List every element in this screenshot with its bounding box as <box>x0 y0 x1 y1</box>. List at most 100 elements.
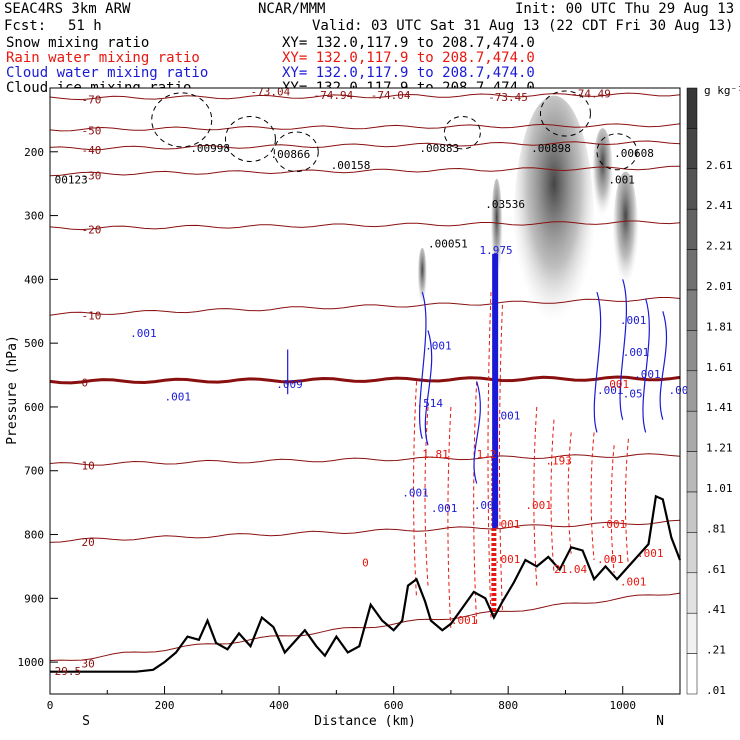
cloud-water-core <box>492 253 499 529</box>
cloud-ice-contour <box>273 131 319 173</box>
isotherm-label: -30 <box>82 169 102 182</box>
cloud-ice-contour <box>539 90 591 137</box>
cloud-water-contours <box>287 253 667 529</box>
legend-entry-name: Cloud water mixing ratio <box>6 65 208 81</box>
legend-entry-xy: XY= 132.0,117.9 to 208.7,474.0 <box>282 50 535 66</box>
cloud-water-contour <box>659 311 667 420</box>
cloud-ice-contour <box>224 116 276 163</box>
x-tick-label: 400 <box>269 699 289 712</box>
isotherm-label: -10 <box>82 310 102 323</box>
x-axis: 0 200 400 600 800 1000 <box>47 686 636 712</box>
cloud-ice-contour <box>596 133 638 171</box>
contour-value-label: 1.975 <box>480 244 513 257</box>
contour-value-label: .00608 <box>614 147 654 160</box>
contour-value-label: .001 <box>431 502 458 515</box>
rain-contour <box>413 381 418 599</box>
contour-value-label: .001 <box>165 391 192 404</box>
colorbar-segment <box>686 128 698 170</box>
contour-value-label: .001 <box>600 518 627 531</box>
contour-value-label: .001 <box>451 614 478 627</box>
contour-labels: -73.04 -74.94 -74.04 -73.45 -74.49 .00998 .008… <box>55 86 689 678</box>
fcst-label: Fcst: <box>4 18 46 34</box>
north-label: N <box>656 714 664 729</box>
y-tick-label: 900 <box>24 592 44 605</box>
colorbar-label: 1.21 <box>706 442 733 455</box>
y-tick-label: 300 <box>24 210 44 223</box>
colorbar-segment <box>686 532 698 574</box>
contour-value-label: .00051 <box>428 237 468 250</box>
cloud-ice-contours <box>151 90 638 173</box>
cloud-water-contour <box>593 291 602 433</box>
contour-value-label: -74.04 <box>371 89 411 102</box>
colorbar-label: .01 <box>706 684 726 697</box>
colorbar-segment <box>686 410 698 452</box>
x-tick-label: 800 <box>498 699 518 712</box>
y-tick-label: 500 <box>24 337 44 350</box>
contour-value-label: .193 <box>545 454 572 467</box>
contour-value-label: .00998 <box>190 142 230 155</box>
contour-value-label: .001 <box>494 518 521 531</box>
colorbar-segment <box>686 87 698 129</box>
rain-contour <box>498 304 503 612</box>
x-axis-title: Distance (km) <box>314 714 416 729</box>
contour-value-label: .001 <box>597 384 624 397</box>
legend-entry-xy: XY= 132.0,117.9 to 208.7,474.0 <box>282 65 535 81</box>
fcst-value: 51 h <box>68 18 102 34</box>
colorbar: 2.61 2.41 2.21 2.01 1.81 1.61 1.41 1.21 1.01 .81.… <box>686 84 740 697</box>
contour-value-label: .514 <box>417 397 444 410</box>
cloud-water-contour <box>419 291 427 440</box>
colorbar-unit: g kg⁻¹ <box>704 84 740 97</box>
colorbar-segment <box>686 370 698 412</box>
contour-value-label: 1.81 <box>422 448 449 461</box>
legend-entry-name: Snow mixing ratio <box>6 35 149 51</box>
model-title: SEAC4RS 3km ARW <box>4 1 131 17</box>
contour-value-label: .00898 <box>531 142 571 155</box>
colorbar-segment <box>686 612 698 654</box>
south-label: S <box>82 714 90 729</box>
rain-contour <box>590 432 595 561</box>
isotherm-label: -50 <box>82 125 102 138</box>
rain-contour <box>487 292 492 618</box>
contour-value-label: .001 <box>620 314 647 327</box>
contour-value-label: .001 <box>494 410 521 423</box>
y-axis-title: Pressure (hPa) <box>5 335 20 445</box>
colorbar-segment <box>686 249 698 291</box>
rain-contour <box>447 406 452 631</box>
contour-value-label: .001 <box>620 576 647 589</box>
isotherm-line <box>49 123 681 132</box>
colorbar-label: 1.41 <box>706 401 733 414</box>
isotherm-line <box>49 220 681 231</box>
y-axis: 200 300 400 500 600 700 800 900 1000 <box>18 146 58 669</box>
isotherm-line <box>49 92 681 101</box>
colorbar-segment <box>686 208 698 250</box>
plot-frame <box>49 87 681 695</box>
colorbar-label: 2.41 <box>706 199 733 212</box>
y-tick-label: 1000 <box>18 656 45 669</box>
contour-value-label: .001 <box>402 486 429 499</box>
contour-value-label: .00 <box>474 499 494 512</box>
colorbar-segment <box>686 289 698 331</box>
contour-value-label: -74.49 <box>571 88 611 101</box>
x-tick-label: 0 <box>47 699 54 712</box>
temperature-isotherms: -70 -50 -40 -30 -20 -10 0 10 20 30 <box>49 92 681 670</box>
colorbar-segment <box>686 451 698 493</box>
contour-value-label: 29.5 <box>55 665 82 678</box>
colorbar-label: .81 <box>706 522 726 535</box>
cloud-water-contour <box>473 381 481 484</box>
contour-value-label: 1.2 <box>477 448 497 461</box>
colorbar-label: 1.81 <box>706 320 733 333</box>
colorbar-label: 2.61 <box>706 159 733 172</box>
init-label: Init: 00 UTC Thu 29 Aug 13 <box>515 1 734 17</box>
contour-value-label: .001 <box>130 327 157 340</box>
isotherm-line <box>49 165 681 177</box>
contour-value-label: .00866 <box>271 148 311 161</box>
colorbar-label: 2.01 <box>706 280 733 293</box>
colorbar-label: 1.61 <box>706 361 733 374</box>
colorbar-segment <box>686 330 698 372</box>
contour-value-label: .00 <box>669 384 689 397</box>
contour-value-label: .001 <box>597 553 624 566</box>
isotherm-label: 0 <box>82 377 89 390</box>
contour-value-label: .001 <box>608 174 635 187</box>
